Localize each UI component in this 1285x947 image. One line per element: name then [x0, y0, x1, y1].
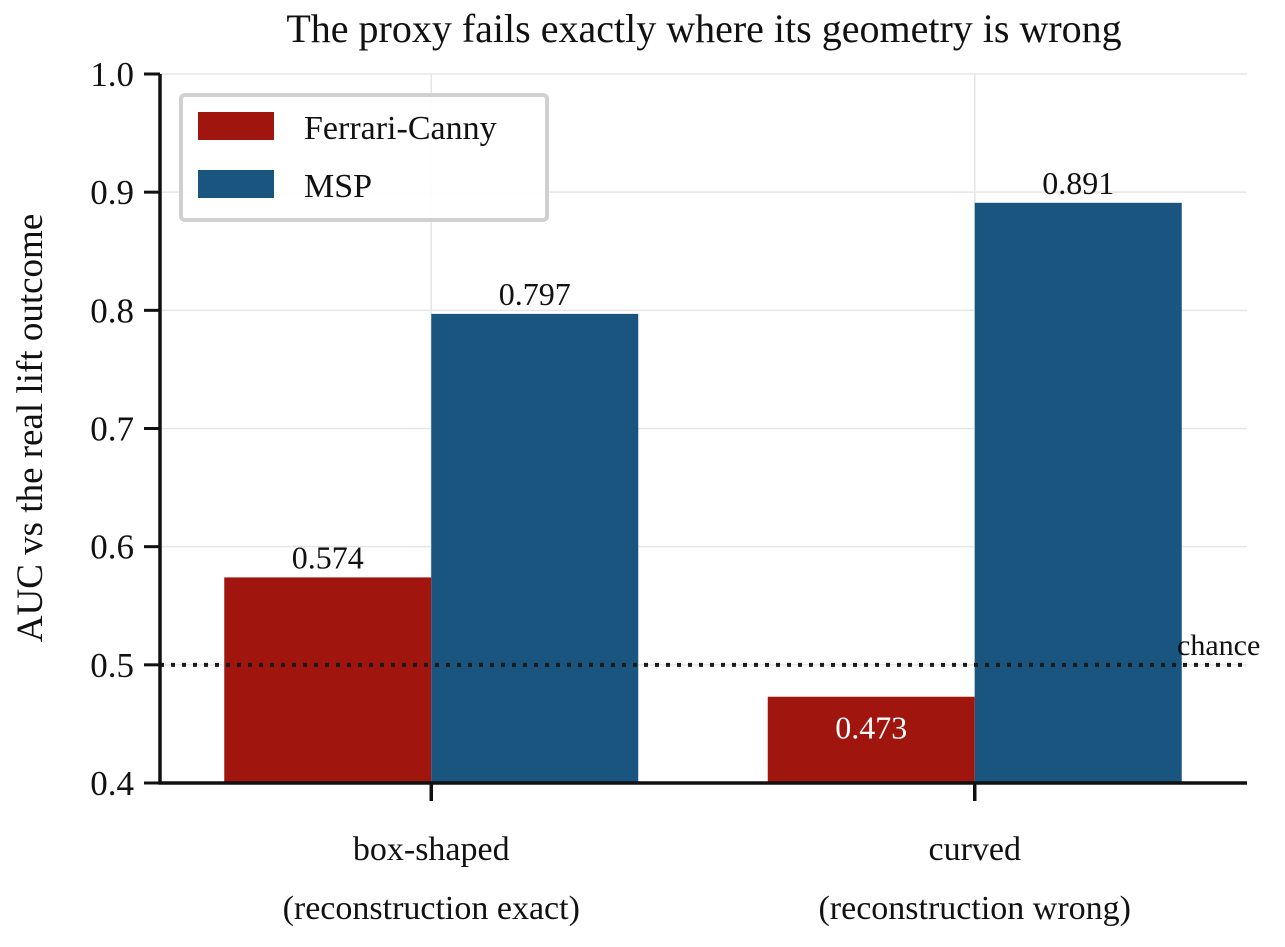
- bar-msp-1: [974, 202, 1182, 784]
- y-tick-label: 0.4: [90, 764, 134, 803]
- axes: 0.4 0.5 0.6 0.7 0.8 0.9 1.0 box-shaped (reconstr…: [90, 55, 1247, 927]
- x-tick-label: box-shaped: [353, 831, 510, 868]
- bar-ferrari-canny-1: [767, 696, 975, 783]
- x-tick-label: (reconstruction exact): [283, 890, 580, 927]
- y-tick-label: 0.7: [90, 410, 134, 449]
- bar-ferrari-canny-0: [224, 577, 432, 783]
- y-tick-label: 0.8: [90, 291, 134, 330]
- bar-value-label: 0.574: [292, 539, 364, 575]
- y-tick-label: 0.6: [90, 528, 134, 567]
- y-tick-label: 0.9: [90, 173, 134, 212]
- chance-label: chance: [1177, 629, 1260, 662]
- x-tick-label: (reconstruction wrong): [818, 890, 1131, 927]
- legend-swatch: [198, 170, 274, 198]
- bar-value-label: 0.473: [835, 710, 907, 746]
- bar-value-label: 0.891: [1042, 165, 1114, 201]
- chance-line-group: chance: [160, 629, 1260, 667]
- legend-label: Ferrari-Canny: [304, 110, 497, 147]
- x-tick-label: curved: [928, 831, 1021, 868]
- legend-label: MSP: [304, 168, 372, 205]
- legend-swatch: [198, 112, 274, 140]
- chart-title: The proxy fails exactly where its geomet…: [286, 6, 1121, 51]
- y-tick-label: 1.0: [90, 55, 134, 94]
- bar-value-label: 0.797: [499, 276, 571, 312]
- legend: Ferrari-Canny MSP: [179, 93, 549, 222]
- y-axis-label: AUC vs the real lift outcome: [10, 214, 51, 642]
- bar-value-labels: 0.574 0.473 0.797 0.891: [292, 165, 1115, 746]
- bars: [224, 202, 1182, 784]
- bar-msp-0: [431, 313, 639, 783]
- y-tick-label: 0.5: [90, 646, 134, 685]
